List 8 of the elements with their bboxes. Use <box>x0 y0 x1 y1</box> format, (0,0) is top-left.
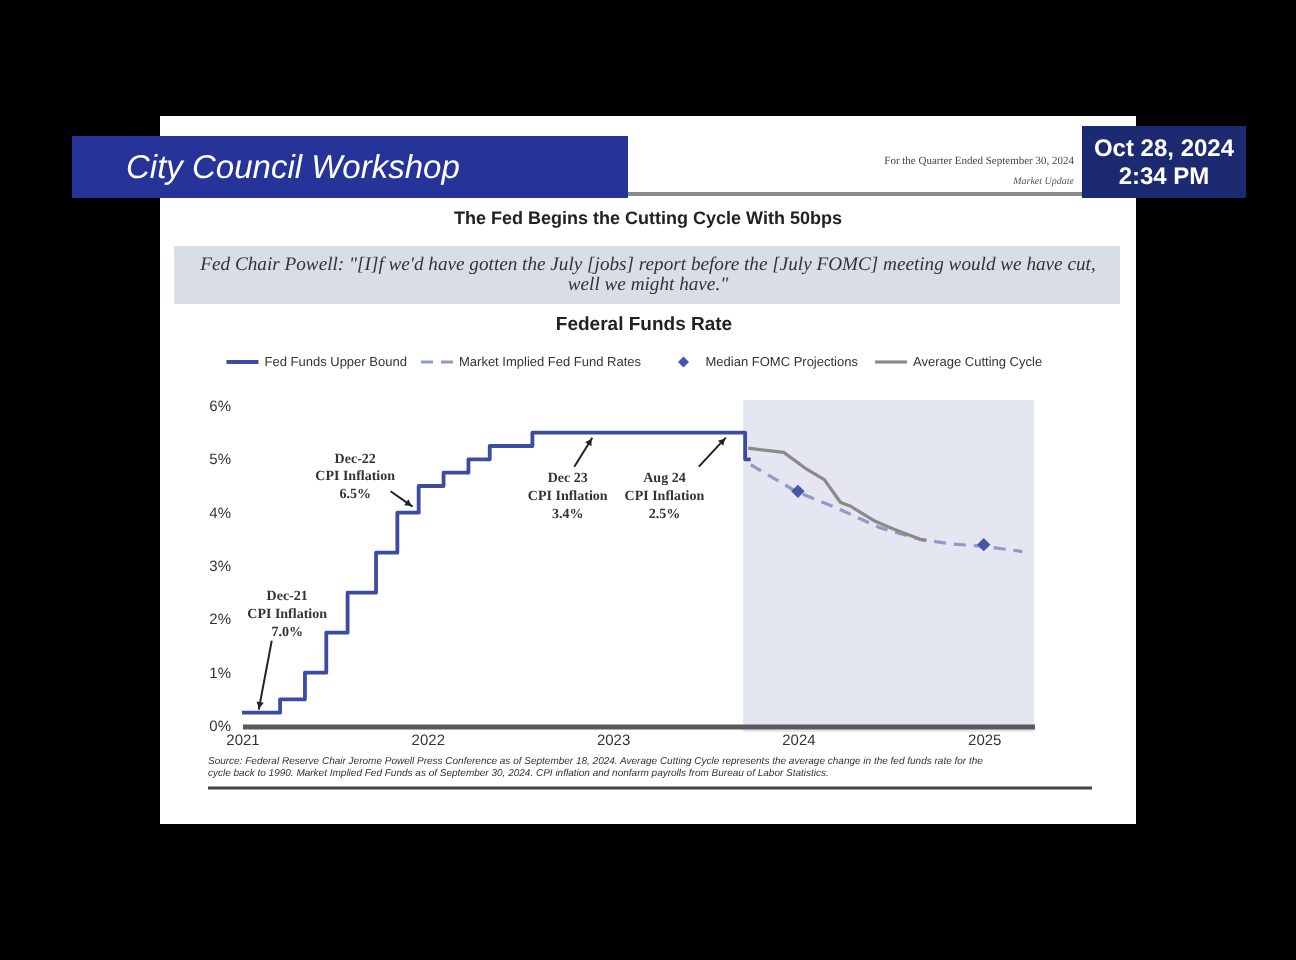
line-series <box>749 463 1024 554</box>
chart-title: Federal Funds Rate <box>555 314 733 336</box>
text: Fed Chair Powell: "[I]f we'd have gotten the July [jobs] report before the [July FOMC] meeting would we have cut, well we might have." <box>198 254 1096 296</box>
text: 2:34 PM <box>1118 162 1210 190</box>
line-series <box>746 446 928 542</box>
text: City Council Workshop <box>126 150 460 186</box>
text: The Fed Begins the Cutting Cycle With 50bps <box>454 208 842 228</box>
text: Oct 28, 2024 <box>1093 134 1235 162</box>
